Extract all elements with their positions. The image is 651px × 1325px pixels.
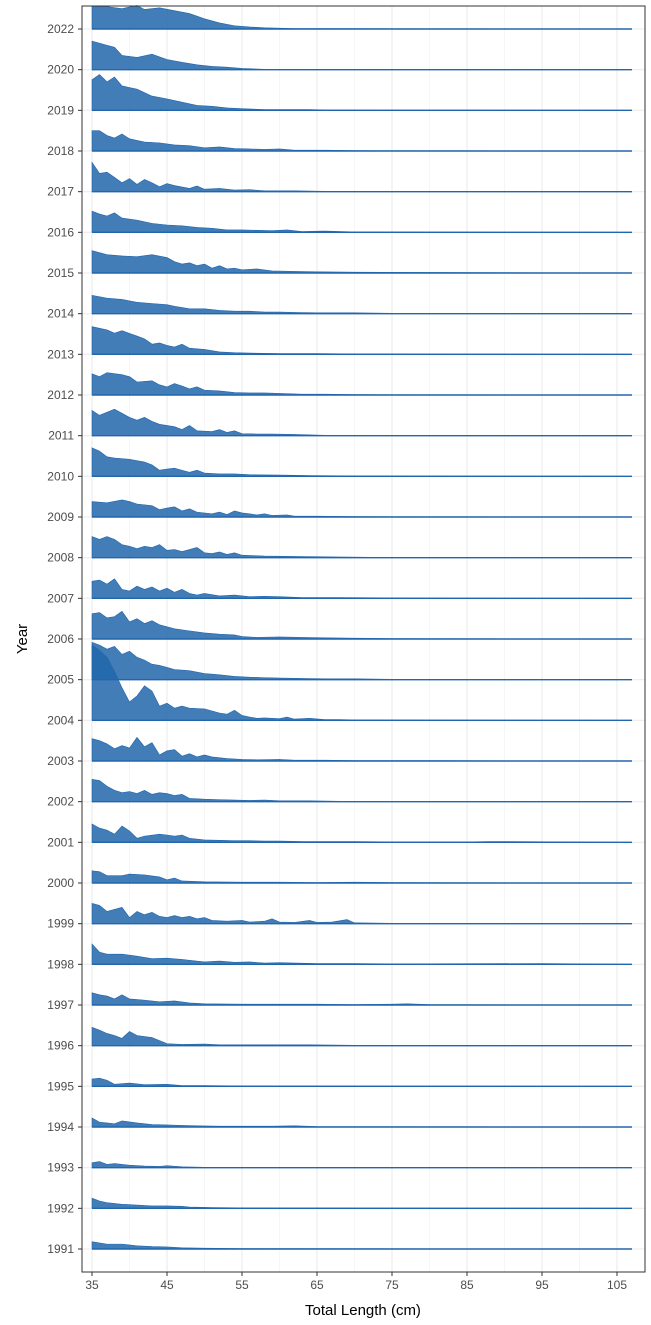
y-axis: 2022 2020 2019 2018 2017 2016 2015 2014 2013 2012… bbox=[47, 22, 82, 1256]
ridge-2012 bbox=[91, 372, 633, 396]
y-tick-label: 2020 bbox=[47, 63, 74, 77]
ridge-2011 bbox=[91, 408, 633, 436]
x-tick-label: 105 bbox=[607, 1278, 627, 1292]
ridge-2002 bbox=[91, 778, 633, 802]
ridge-2003 bbox=[91, 736, 633, 762]
y-axis-title: Year bbox=[14, 624, 31, 654]
x-axis-title: Total Length (cm) bbox=[305, 1302, 421, 1319]
y-tick-label: 1997 bbox=[47, 998, 74, 1012]
y-tick-label: 2011 bbox=[48, 429, 74, 443]
ridge-1996 bbox=[91, 1026, 633, 1046]
y-tick-label: 2004 bbox=[47, 713, 74, 727]
ridge-2017 bbox=[91, 161, 633, 192]
y-tick-label: 2009 bbox=[47, 510, 74, 524]
y-tick-label: 2005 bbox=[47, 673, 74, 687]
ridge-2015 bbox=[91, 250, 633, 274]
y-tick-label: 1992 bbox=[47, 1201, 74, 1215]
x-tick-label: 75 bbox=[385, 1278, 399, 1292]
x-tick-label: 85 bbox=[460, 1278, 474, 1292]
ridge-1997 bbox=[91, 992, 633, 1006]
y-tick-label: 2022 bbox=[47, 22, 74, 36]
y-tick-label: 2007 bbox=[47, 591, 74, 605]
y-tick-label: 1995 bbox=[47, 1079, 74, 1093]
y-tick-label: 2019 bbox=[47, 103, 74, 117]
x-tick-label: 45 bbox=[160, 1278, 174, 1292]
y-tick-label: 2000 bbox=[47, 876, 74, 890]
ridge-2013 bbox=[91, 326, 633, 355]
y-tick-label: 2013 bbox=[47, 347, 74, 361]
y-tick-label: 2016 bbox=[47, 225, 74, 239]
ridge-2019 bbox=[91, 74, 633, 111]
y-tick-label: 2006 bbox=[47, 632, 74, 646]
y-tick-label: 1996 bbox=[47, 1039, 74, 1053]
y-tick-label: 2001 bbox=[47, 835, 74, 849]
y-tick-label: 1994 bbox=[47, 1120, 74, 1134]
y-tick-label: 2017 bbox=[47, 185, 74, 199]
y-tick-label: 2014 bbox=[47, 307, 74, 321]
y-tick-label: 2003 bbox=[47, 754, 74, 768]
y-tick-label: 1993 bbox=[47, 1161, 74, 1175]
ridge-2008 bbox=[91, 536, 633, 558]
x-tick-label: 55 bbox=[235, 1278, 249, 1292]
y-tick-label: 1991 bbox=[47, 1242, 74, 1256]
x-tick-label: 95 bbox=[535, 1278, 549, 1292]
x-tick-label: 65 bbox=[310, 1278, 324, 1292]
y-tick-label: 2012 bbox=[47, 388, 74, 402]
ridge-2014 bbox=[91, 295, 633, 314]
ridge-2009 bbox=[91, 499, 633, 518]
y-tick-label: 2010 bbox=[47, 469, 74, 483]
y-tick-label: 2015 bbox=[47, 266, 74, 280]
y-tick-label: 1999 bbox=[47, 917, 74, 931]
ridges bbox=[91, 5, 633, 1250]
ridge-1999 bbox=[91, 902, 633, 924]
y-tick-label: 1998 bbox=[47, 957, 74, 971]
ridge-2016 bbox=[91, 210, 633, 233]
ridge-2018 bbox=[91, 130, 633, 152]
ridge-2004 bbox=[91, 644, 633, 721]
ridge-2005 bbox=[91, 641, 633, 680]
y-tick-label: 2002 bbox=[47, 795, 74, 809]
y-tick-label: 2018 bbox=[47, 144, 74, 158]
ridge-2010 bbox=[91, 447, 633, 477]
y-tick-label: 2008 bbox=[47, 551, 74, 565]
ridge-2006 bbox=[91, 610, 633, 640]
ridge-1994 bbox=[91, 1117, 633, 1128]
ridge-2007 bbox=[91, 578, 633, 599]
x-tick-label: 35 bbox=[85, 1278, 99, 1292]
x-axis: 35 45 55 65 75 85 95 105 bbox=[85, 1272, 627, 1292]
ridge-2000 bbox=[91, 870, 633, 884]
